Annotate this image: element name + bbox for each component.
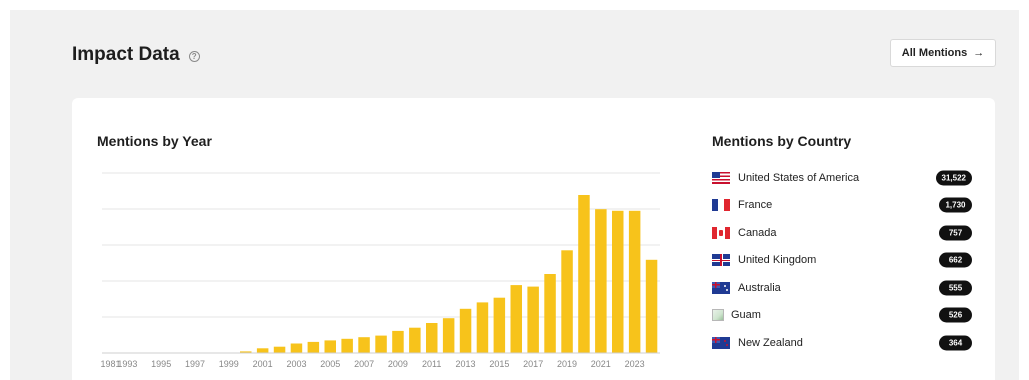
country-row[interactable]: France 1,730: [712, 192, 972, 220]
count-badge: 364: [939, 335, 972, 351]
x-tick-label: 2005: [320, 359, 340, 369]
count-badge: 555: [939, 280, 972, 296]
x-tick-label: 1981: [100, 359, 120, 369]
country-row[interactable]: Canada 757: [712, 219, 972, 247]
bar-2016[interactable]: [510, 285, 523, 353]
x-tick-label: 2013: [455, 359, 475, 369]
x-tick-label: 2003: [286, 359, 306, 369]
bar-2009[interactable]: [392, 330, 404, 353]
bar-2011[interactable]: [426, 323, 438, 353]
bar-2014[interactable]: [476, 302, 489, 353]
x-tick-label: 2011: [422, 359, 441, 369]
country-name: France: [738, 199, 773, 212]
x-tick-label: 2009: [388, 359, 408, 369]
bar-2015[interactable]: [493, 297, 506, 353]
count-badge: 662: [939, 252, 972, 268]
bar-2013[interactable]: [459, 308, 472, 353]
bar-2017[interactable]: [527, 286, 539, 353]
country-list: United States of America 31,522 France 1,73…: [712, 164, 972, 357]
new-zealand-flag-icon: [712, 336, 730, 349]
country-name: United Kingdom: [738, 254, 817, 267]
x-tick-label: 2017: [523, 359, 543, 369]
count-badge: 1,730: [939, 197, 972, 213]
australia-flag-icon: [712, 281, 730, 294]
country-name: Guam: [731, 309, 761, 322]
bar-2001[interactable]: [256, 348, 269, 353]
bar-2020[interactable]: [578, 195, 590, 353]
bar-2006[interactable]: [341, 338, 353, 353]
bar-2000[interactable]: [240, 351, 252, 353]
year-chart-title: Mentions by Year: [97, 133, 212, 149]
count-badge: 526: [939, 307, 972, 323]
bar-2024[interactable]: [645, 259, 658, 353]
canada-flag-icon: [712, 226, 730, 239]
count-badge: 31,522: [935, 170, 972, 186]
country-panel-title: Mentions by Country: [712, 133, 852, 149]
x-tick-label: 1999: [219, 359, 239, 369]
bar-2022[interactable]: [612, 210, 624, 353]
x-tick-label: 2007: [354, 359, 374, 369]
bar-2004[interactable]: [307, 341, 320, 353]
country-name: Canada: [738, 226, 777, 239]
bar-2018[interactable]: [544, 274, 556, 353]
page-background: Impact Data ? All Mentions → Mentions by…: [10, 10, 1019, 380]
us-flag-icon: [712, 171, 730, 184]
bar-2023[interactable]: [628, 210, 641, 353]
bar-2008[interactable]: [375, 335, 387, 353]
x-tick-label: 1997: [185, 359, 205, 369]
bar-2019[interactable]: [561, 250, 573, 353]
country-name: United States of America: [738, 171, 860, 184]
country-row[interactable]: United States of America 31,522: [712, 164, 972, 192]
x-tick-label: 2023: [625, 359, 645, 369]
country-name: Australia: [738, 281, 781, 294]
help-circle-icon[interactable]: ?: [188, 50, 200, 62]
impact-card: Mentions by Year 1981 1993 1995 1997 1999 200…: [72, 98, 995, 380]
x-tick-label: 1995: [151, 359, 171, 369]
france-flag-icon: [712, 199, 730, 212]
bar-2007[interactable]: [358, 337, 370, 353]
country-name: New Zealand: [738, 336, 803, 349]
all-mentions-label: All Mentions: [901, 47, 968, 59]
bar-2021[interactable]: [595, 209, 607, 353]
arrow-right-icon: →: [973, 47, 985, 59]
x-tick-label: 2019: [557, 359, 577, 369]
x-tick-label: 2015: [489, 359, 509, 369]
count-badge: 757: [939, 225, 972, 241]
page-title: Impact Data ?: [72, 44, 200, 66]
bar-2003[interactable]: [290, 343, 303, 354]
uk-flag-icon: [712, 254, 730, 267]
page-title-text: Impact Data: [72, 44, 180, 65]
bar-2012[interactable]: [442, 318, 455, 353]
country-row[interactable]: Australia 555: [712, 274, 972, 302]
all-mentions-button[interactable]: All Mentions →: [890, 39, 996, 67]
bar-2010[interactable]: [409, 327, 421, 353]
x-tick-label: 2021: [591, 359, 611, 369]
bar-2005[interactable]: [324, 340, 337, 353]
broken-image-icon: [712, 309, 724, 322]
country-row[interactable]: United Kingdom 662: [712, 247, 972, 275]
country-row[interactable]: New Zealand 364: [712, 329, 972, 357]
x-tick-label: 1993: [117, 359, 137, 369]
country-row[interactable]: Guam 526: [712, 302, 972, 330]
bar-2002[interactable]: [273, 346, 286, 353]
x-tick-label: 2001: [253, 359, 273, 369]
